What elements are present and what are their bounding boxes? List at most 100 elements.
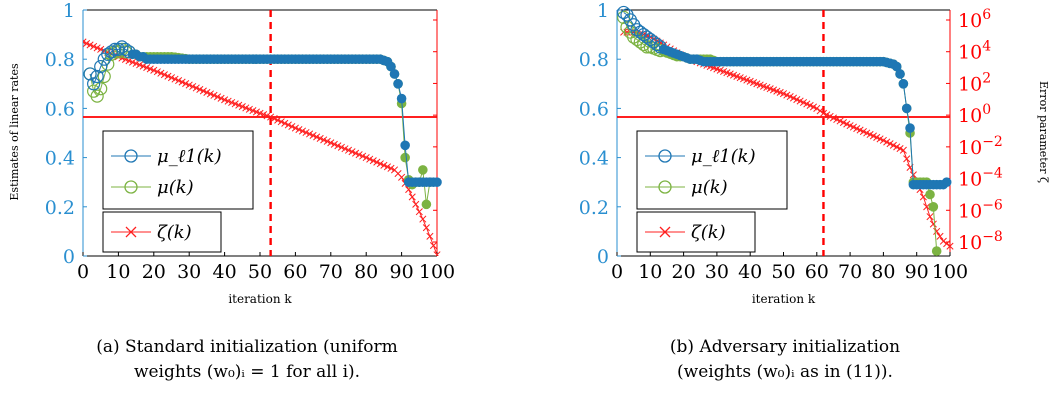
x-axis-label: iteration k	[228, 292, 292, 306]
right-axis-title: Error parameter ζ	[1037, 81, 1050, 183]
data-point	[643, 32, 657, 47]
data-point-x	[274, 116, 282, 124]
data-point	[418, 165, 428, 175]
data-point-x	[206, 90, 214, 98]
right-tick-label: 10−6	[958, 197, 1003, 222]
x-tick-label: 70	[319, 261, 343, 283]
data-point-x	[376, 160, 384, 168]
data-point-x	[306, 130, 314, 138]
x-tick-label: 90	[905, 261, 929, 283]
y-tick-label: 0.6	[579, 98, 609, 120]
data-point-x	[284, 121, 292, 129]
data-point-x	[267, 113, 275, 121]
data-point	[90, 69, 104, 84]
data-point-x	[270, 115, 278, 123]
x-tick-label: 50	[771, 261, 795, 283]
x-tick-label: 50	[248, 261, 272, 283]
data-point	[637, 27, 651, 42]
data-point-x	[175, 77, 183, 85]
y-tick-label: 0	[597, 246, 609, 268]
data-point-x	[320, 136, 328, 144]
data-point	[97, 69, 111, 84]
data-point-x	[408, 193, 416, 201]
data-point	[901, 103, 912, 114]
data-point-x	[160, 71, 168, 79]
data-point-x	[295, 126, 303, 134]
data-point-x	[203, 88, 211, 96]
data-point-x	[341, 145, 349, 153]
x-tick-label: 60	[805, 261, 829, 283]
y-tick-label: 1	[597, 0, 609, 22]
x-tick-label: 30	[177, 261, 201, 283]
data-point-x	[291, 124, 299, 132]
data-point-x	[412, 200, 420, 208]
right-tick-label: 10−2	[958, 134, 1003, 159]
left-axis-title: Estimates of linear rates	[8, 63, 21, 201]
caption-a-line1: (a) Standard initialization (uniform	[96, 337, 398, 357]
data-point	[94, 59, 108, 74]
data-point-x	[277, 118, 285, 126]
data-point-x	[419, 215, 427, 223]
right-tick-label: 10−8	[958, 229, 1003, 254]
data-point-x	[816, 107, 824, 115]
data-point-x	[355, 151, 363, 159]
data-point-x	[313, 133, 321, 141]
data-point-x	[348, 148, 356, 156]
data-point-x	[899, 146, 907, 154]
legend-box-rates	[636, 130, 788, 210]
x-tick-label: 90	[390, 261, 414, 283]
data-point-x	[196, 85, 204, 94]
data-point-x	[182, 80, 190, 88]
y-tick-label: 0	[63, 246, 75, 268]
data-point	[640, 30, 654, 44]
data-point-x	[422, 224, 430, 232]
right-tick-label: 100	[958, 102, 991, 127]
data-point-x	[387, 164, 395, 172]
data-point	[104, 45, 118, 59]
legend-label: μ_ℓ1(k)	[157, 146, 222, 167]
data-point-x	[192, 84, 200, 92]
data-point	[633, 25, 647, 39]
right-tick-label: 10−4	[958, 166, 1003, 191]
plot-area	[83, 10, 442, 256]
data-point	[90, 89, 104, 103]
x-tick-label: 80	[871, 261, 895, 283]
data-point	[94, 82, 108, 96]
legend-marker	[124, 180, 138, 194]
data-point	[630, 23, 644, 37]
data-point-x	[362, 154, 370, 162]
data-point-x	[433, 251, 441, 256]
plot-area	[617, 5, 954, 256]
caption-a-line2: weights (w₀)ᵢ = 1 for all i).	[134, 362, 360, 382]
x-tick-label: 0	[611, 261, 623, 283]
legend-label: μ_ℓ1(k)	[691, 146, 756, 167]
data-point-x	[415, 208, 423, 216]
data-point-x	[83, 38, 87, 46]
data-point	[396, 93, 407, 104]
x-tick-label: 80	[354, 261, 378, 283]
data-point	[87, 77, 101, 91]
x-tick-label: 20	[142, 261, 166, 283]
data-point-x	[157, 69, 165, 77]
data-point	[647, 35, 661, 49]
data-point	[421, 199, 432, 210]
data-point-x	[946, 242, 954, 250]
x-tick-label: 10	[106, 261, 130, 283]
legend-label: μ(k)	[691, 177, 728, 198]
data-point-x	[344, 146, 353, 154]
legend-label: μ(k)	[157, 177, 194, 198]
data-point-x	[429, 241, 438, 250]
data-point-x	[923, 203, 931, 211]
legend-box-error	[636, 211, 756, 253]
data-point-x	[298, 127, 307, 135]
data-point-x	[171, 75, 179, 83]
data-point-x	[380, 161, 388, 169]
legend-marker	[658, 149, 672, 163]
data-point-x	[330, 140, 338, 148]
y-tick-label: 0.6	[45, 98, 75, 120]
data-point-x	[90, 42, 98, 50]
caption-b-line2: (weights (w₀)ᵢ as in (11)).	[677, 362, 893, 382]
data-point-x	[352, 149, 360, 157]
data-point-x	[398, 173, 406, 181]
data-point-x	[93, 44, 101, 52]
